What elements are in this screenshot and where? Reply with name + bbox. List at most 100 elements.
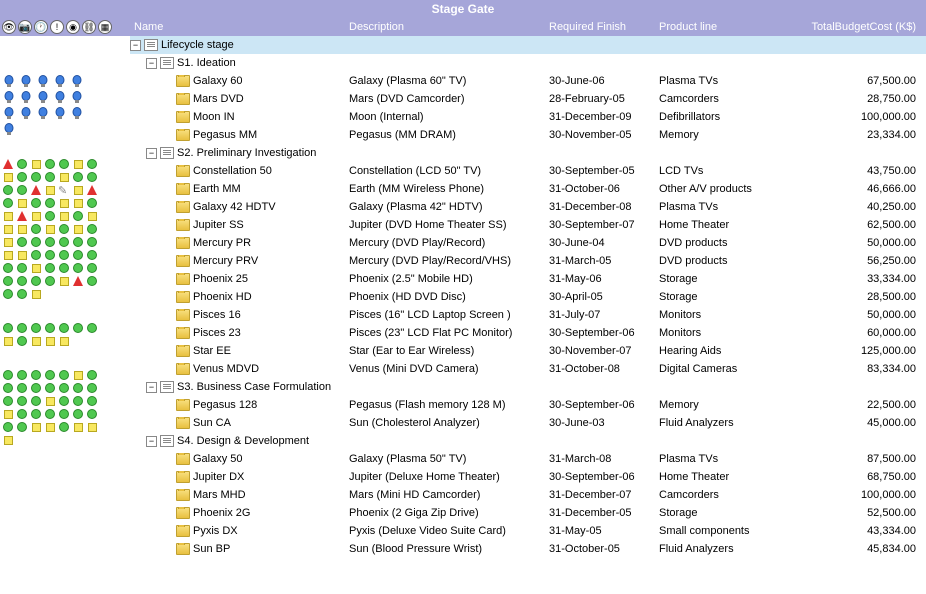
cell-description: Jupiter (DVD Home Theater SS) bbox=[345, 219, 545, 231]
table-row: Jupiter DXJupiter (Deluxe Home Theater)3… bbox=[130, 468, 926, 486]
item-node[interactable]: Pegasus MM bbox=[193, 129, 257, 141]
expander-icon[interactable]: − bbox=[146, 58, 157, 69]
cell-product-line: Fluid Analyzers bbox=[655, 543, 785, 555]
folder-icon bbox=[176, 255, 190, 267]
col-header-finish[interactable]: Required Finish bbox=[545, 21, 655, 33]
cell-description: Constellation (LCD 50" TV) bbox=[345, 165, 545, 177]
item-node[interactable]: Jupiter SS bbox=[193, 219, 244, 231]
table-row: Pegasus MMPegasus (MM DRAM)30-November-0… bbox=[130, 126, 926, 144]
item-node[interactable]: Pyxis DX bbox=[193, 525, 238, 537]
stage-node[interactable]: S3. Business Case Formulation bbox=[177, 381, 331, 393]
cell-product-line: Defibrillators bbox=[655, 111, 785, 123]
tree-name-cell: Jupiter DX bbox=[130, 471, 345, 483]
link-icon[interactable]: ⛓ bbox=[82, 20, 96, 34]
col-header-name[interactable]: Name bbox=[130, 21, 345, 33]
folder-icon bbox=[176, 237, 190, 249]
cell-description: Pyxis (Deluxe Video Suite Card) bbox=[345, 525, 545, 537]
col-header-description[interactable]: Description bbox=[345, 21, 545, 33]
pencil-icon: ✎ bbox=[58, 184, 70, 196]
item-node[interactable]: Mercury PR bbox=[193, 237, 251, 249]
tree-name-cell: Moon IN bbox=[130, 111, 345, 123]
item-node[interactable]: Galaxy 50 bbox=[193, 453, 243, 465]
item-node[interactable]: Constellation 50 bbox=[193, 165, 272, 177]
item-node[interactable]: Pegasus 128 bbox=[193, 399, 257, 411]
green-circle-icon bbox=[16, 288, 28, 300]
cell-description: Mercury (DVD Play/Record) bbox=[345, 237, 545, 249]
green-circle-icon bbox=[86, 171, 98, 183]
item-node[interactable]: Phoenix HD bbox=[193, 291, 252, 303]
green-circle-icon bbox=[58, 421, 70, 433]
stage-node[interactable]: S2. Preliminary Investigation bbox=[177, 147, 316, 159]
cell-product-line: DVD products bbox=[655, 237, 785, 249]
item-node[interactable]: Sun CA bbox=[193, 417, 231, 429]
table-row: − Lifecycle stage bbox=[130, 36, 926, 54]
cell-description: Mars (DVD Camcorder) bbox=[345, 93, 545, 105]
tree-name-cell: Pisces 16 bbox=[130, 309, 345, 321]
item-node[interactable]: Jupiter DX bbox=[193, 471, 244, 483]
green-circle-icon bbox=[44, 382, 56, 394]
expander-icon[interactable]: − bbox=[146, 148, 157, 159]
alert-icon[interactable]: ! bbox=[50, 20, 64, 34]
item-node[interactable]: Galaxy 60 bbox=[193, 75, 243, 87]
col-header-product-line[interactable]: Product line bbox=[655, 21, 785, 33]
green-circle-icon bbox=[30, 395, 42, 407]
tree-name-cell: Mars MHD bbox=[130, 489, 345, 501]
grid-icon[interactable]: ▦ bbox=[98, 20, 112, 34]
tree-name-cell: Pisces 23 bbox=[130, 327, 345, 339]
table-row: Constellation 50 Constellation (LCD 50" T… bbox=[130, 162, 926, 180]
expander-icon[interactable]: − bbox=[146, 436, 157, 447]
lightbulb-icon bbox=[70, 106, 84, 120]
item-node[interactable]: Mercury PRV bbox=[193, 255, 258, 267]
green-circle-icon bbox=[2, 184, 14, 196]
cell-budget: 45,834.00 bbox=[785, 543, 926, 555]
yellow-square-icon bbox=[58, 210, 70, 222]
yellow-square-icon bbox=[2, 249, 14, 261]
cell-product-line: Home Theater bbox=[655, 219, 785, 231]
item-node[interactable]: Phoenix 2G bbox=[193, 507, 250, 519]
folder-icon bbox=[176, 489, 190, 501]
cell-product-line: Plasma TVs bbox=[655, 75, 785, 87]
green-circle-icon bbox=[86, 322, 98, 334]
item-node[interactable]: Mars DVD bbox=[193, 93, 244, 105]
green-circle-icon bbox=[16, 262, 28, 274]
item-node[interactable]: Earth MM bbox=[193, 183, 241, 195]
cell-budget: 87,500.00 bbox=[785, 453, 926, 465]
cell-description: Phoenix (2.5" Mobile HD) bbox=[345, 273, 545, 285]
cell-product-line: Storage bbox=[655, 507, 785, 519]
item-node[interactable]: Pisces 16 bbox=[193, 309, 241, 321]
expander-icon[interactable]: − bbox=[130, 40, 141, 51]
folder-icon bbox=[176, 471, 190, 483]
lightbulb-icon bbox=[36, 106, 50, 120]
table-row: Star EEStar (Ear to Ear Wireless)30-Nove… bbox=[130, 342, 926, 360]
item-node[interactable]: Pisces 23 bbox=[193, 327, 241, 339]
cell-finish: 31-March-05 bbox=[545, 255, 655, 267]
item-node[interactable]: Venus MDVD bbox=[193, 363, 259, 375]
green-circle-icon bbox=[30, 249, 42, 261]
cell-finish: 30-June-03 bbox=[545, 417, 655, 429]
expander-icon[interactable]: − bbox=[146, 382, 157, 393]
tree-name-cell: Galaxy 42 HDTV bbox=[130, 201, 345, 213]
green-circle-icon bbox=[2, 275, 14, 287]
item-node[interactable]: Galaxy 42 HDTV bbox=[193, 201, 276, 213]
item-node[interactable]: Phoenix 25 bbox=[193, 273, 248, 285]
eye-icon[interactable]: 👁 bbox=[2, 20, 16, 34]
stage-node[interactable]: S4. Design & Development bbox=[177, 435, 309, 447]
clock-icon[interactable]: 🕐 bbox=[34, 20, 48, 34]
lightbulb-icon bbox=[53, 106, 67, 120]
stage-node[interactable]: S1. Ideation bbox=[177, 57, 236, 69]
cell-budget: 43,334.00 bbox=[785, 525, 926, 537]
item-node[interactable]: Mars MHD bbox=[193, 489, 246, 501]
item-node[interactable]: Moon IN bbox=[193, 111, 235, 123]
item-node[interactable]: Sun BP bbox=[193, 543, 230, 555]
root-node[interactable]: Lifecycle stage bbox=[161, 39, 234, 51]
tree-name-cell: Phoenix 2G bbox=[130, 507, 345, 519]
col-header-budget[interactable]: TotalBudgetCost (K$) bbox=[785, 21, 926, 33]
camera-icon[interactable]: 📷 bbox=[18, 20, 32, 34]
green-circle-icon bbox=[58, 369, 70, 381]
cell-description: Mercury (DVD Play/Record/VHS) bbox=[345, 255, 545, 267]
tree-grid: −Lifecycle stage−S1. IdeationGalaxy 60Ga… bbox=[130, 36, 926, 558]
node-icon[interactable]: ◉ bbox=[66, 20, 80, 34]
green-circle-icon bbox=[86, 158, 98, 170]
yellow-square-icon bbox=[16, 223, 28, 235]
item-node[interactable]: Star EE bbox=[193, 345, 231, 357]
